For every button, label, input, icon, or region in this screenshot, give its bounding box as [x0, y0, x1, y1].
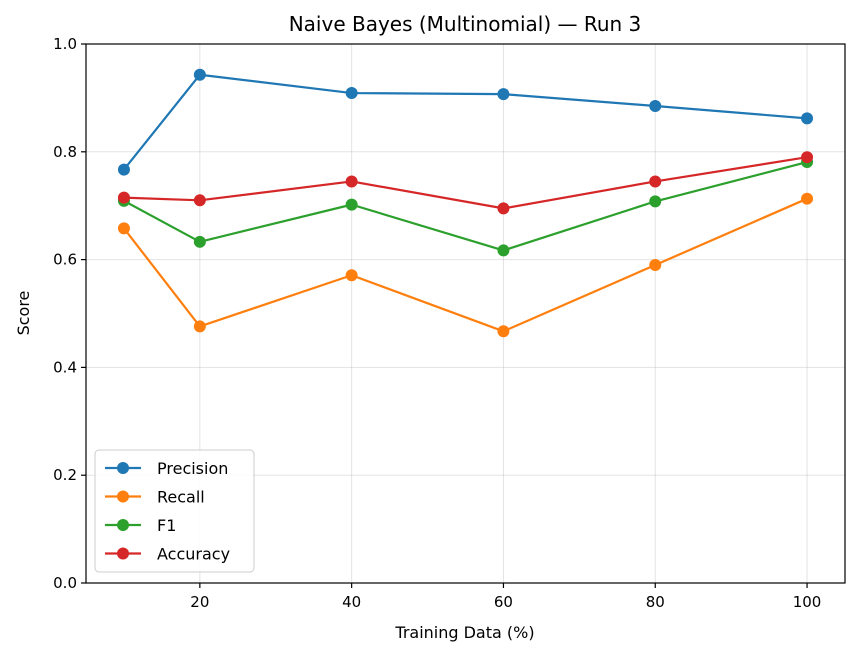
y-tick-label: 0.8: [53, 143, 77, 161]
series-recall: [117, 192, 814, 338]
accuracy-line: [123, 156, 808, 210]
legend-label: Recall: [157, 488, 205, 507]
precision-line: [123, 73, 808, 171]
recall-point: [801, 192, 814, 205]
recall-point: [193, 320, 206, 333]
x-tick-label: 100: [793, 593, 822, 611]
f1-point: [345, 198, 358, 211]
legend-label: Precision: [157, 459, 228, 478]
plot-frame: [85, 43, 846, 584]
f1-line: [123, 160, 808, 252]
axis-ticks: 20 40 60 80 100 0.0 0.2 0.4 0.6 0.8 1.0: [53, 35, 821, 611]
legend-swatch-marker: [117, 462, 129, 474]
recall-point: [497, 325, 510, 338]
y-tick-label: 1.0: [53, 35, 77, 53]
recall-point: [649, 258, 662, 271]
accuracy-point: [193, 194, 206, 207]
y-tick-label: 0.4: [53, 358, 77, 376]
x-tick-label: 60: [494, 593, 513, 611]
accuracy-point: [649, 175, 662, 188]
plot-series: [117, 68, 814, 338]
series-accuracy: [117, 151, 814, 215]
precision-point: [193, 68, 206, 81]
legend-item-recall: Recall: [105, 488, 205, 507]
legend-label: F1: [157, 516, 176, 535]
recall-line: [123, 197, 808, 333]
recall-point: [117, 222, 130, 235]
precision-point: [649, 99, 662, 112]
legend-swatch-marker: [117, 519, 129, 531]
legend: Precision Recall F1 Accuracy: [94, 449, 255, 573]
legend-label: Accuracy: [157, 545, 230, 564]
series-precision: [117, 68, 814, 176]
accuracy-point: [345, 175, 358, 188]
precision-point: [497, 88, 510, 101]
x-tick-label: 40: [342, 593, 361, 611]
y-axis-label: Score: [14, 291, 33, 336]
legend-item-f1: F1: [105, 516, 176, 535]
accuracy-point: [117, 191, 130, 204]
x-tick-label: 20: [190, 593, 209, 611]
f1-point: [649, 195, 662, 208]
accuracy-point: [497, 202, 510, 215]
y-tick-label: 0.6: [53, 251, 77, 269]
legend-swatch-marker: [117, 547, 129, 560]
f1-point: [497, 244, 510, 257]
chart-title: Naive Bayes (Multinomial) — Run 3: [289, 12, 642, 36]
y-tick-label: 0.2: [53, 466, 77, 484]
precision-point: [801, 112, 814, 125]
legend-box: [94, 449, 255, 573]
recall-point: [345, 269, 358, 282]
legend-item-precision: Precision: [105, 459, 228, 478]
y-tick-label: 0.0: [53, 574, 77, 592]
legend-item-accuracy: Accuracy: [105, 545, 230, 564]
precision-point: [117, 163, 130, 176]
x-axis-label: Training Data (%): [394, 623, 534, 642]
f1-point: [193, 235, 206, 248]
accuracy-point: [801, 151, 814, 164]
x-tick-label: 80: [646, 593, 665, 611]
precision-point: [345, 87, 358, 100]
legend-swatch-marker: [117, 490, 129, 503]
